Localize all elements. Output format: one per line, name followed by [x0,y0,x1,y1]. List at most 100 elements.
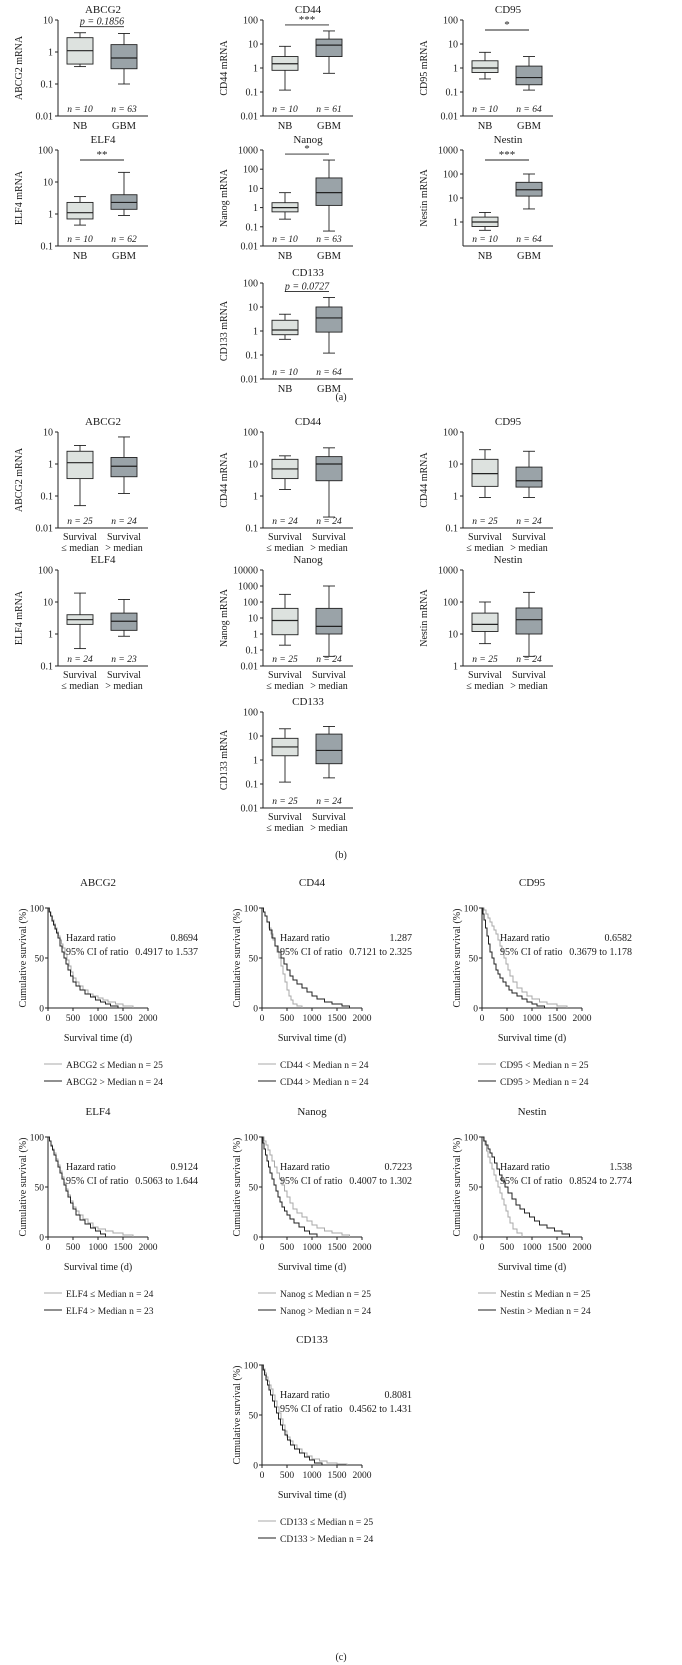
category-label: Survival [268,670,302,681]
legend-entry: ABCG2 > Median n = 24 [66,1078,163,1088]
x-tick-label: 0 [46,1014,51,1024]
survival-curve-low [48,1136,134,1237]
x-tick-label: 0 [260,1471,265,1481]
x-tick-label: 0 [260,1243,265,1253]
category-label: NB [478,251,493,262]
y-tick-label: 0.01 [36,524,54,535]
y-tick-label: 100 [38,566,53,577]
y-tick-label: 50 [35,955,45,965]
n-label: n = 25 [472,517,498,527]
box-iqr [515,466,543,488]
ci-label: 95% CI of ratio [500,947,563,958]
y-tick-label: 0 [473,1005,478,1015]
survival-curve-low [262,1136,350,1237]
y-axis-label: CD44 mRNA [219,40,230,96]
chart-title: CD44 [295,4,322,16]
box-iqr [315,607,343,635]
y-tick-label: 100 [30,1134,45,1144]
survival-curve-high [262,907,350,1008]
y-tick-label: 0.1 [41,242,54,253]
y-tick-label: 50 [249,1184,259,1194]
hazard-ratio-label: Hazard ratio [280,933,330,944]
y-tick-label: 0.1 [41,80,54,91]
y-tick-label: 1 [253,203,258,214]
y-axis-label: Cumulative survival (%) [18,909,29,1008]
category-label: > median [310,543,348,554]
category-label: Survival [268,532,302,543]
chart-title: ELF4 [90,134,116,146]
hazard-ratio-label: Hazard ratio [280,1390,330,1401]
y-tick-label: 10 [448,194,458,205]
ci-value: 0.8524 to 2.774 [569,1176,632,1187]
significance-label: *** [299,14,316,26]
category-label: > median [510,681,548,692]
y-axis-label: ABCG2 mRNA [14,447,25,512]
y-tick-label: 10 [248,614,258,625]
x-axis-label: Survival time (d) [498,1033,566,1044]
y-tick-label: 0.01 [241,662,259,673]
legend-entry: ELF4 ≤ Median n = 24 [66,1290,154,1300]
n-label: n = 24 [516,517,542,527]
category-label: GBM [112,121,137,132]
y-tick-label: 100 [38,146,53,157]
ci-value: 0.5063 to 1.644 [135,1176,198,1187]
significance-label: * [504,19,510,31]
x-tick-label: 1000 [523,1243,542,1253]
y-tick-label: 10 [448,630,458,641]
y-tick-label: 10 [43,598,53,609]
significance-label: * [304,143,310,155]
y-tick-label: 100 [243,165,258,176]
y-tick-label: 1 [48,48,53,59]
y-axis-label: Cumulative survival (%) [452,1138,463,1237]
legend-entry: CD95 > Median n = 24 [500,1078,589,1088]
y-tick-label: 10000 [233,566,258,577]
ci-value: 0.4917 to 1.537 [135,947,198,958]
y-axis-label: ELF4 mRNA [14,170,25,225]
legend-entry: CD44 < Median n = 24 [280,1061,369,1071]
n-label: n = 10 [272,235,298,245]
x-tick-label: 1000 [303,1014,322,1024]
category-label: Survival [468,670,502,681]
x-tick-label: 2000 [139,1014,158,1024]
x-tick-label: 500 [500,1243,515,1253]
n-label: n = 24 [67,655,93,665]
y-tick-label: 0 [473,1234,478,1244]
y-tick-label: 10 [448,40,458,51]
survival-curve-high [482,1136,570,1237]
y-tick-label: 0.1 [446,88,459,99]
category-label: ≤ median [61,681,98,692]
x-tick-label: 1500 [328,1014,347,1024]
chart-title: CD44 [299,877,326,889]
y-tick-label: 10 [43,428,53,439]
y-axis-label: CD44 mRNA [419,452,430,508]
category-label: GBM [317,384,342,395]
box-iqr [315,38,343,57]
category-label: Survival [107,532,141,543]
n-label: n = 25 [472,655,498,665]
y-tick-label: 0.1 [246,524,259,535]
category-label: > median [310,681,348,692]
category-label: Survival [468,532,502,543]
category-label: Survival [312,532,346,543]
category-label: NB [278,251,293,262]
y-tick-label: 0.1 [246,222,259,233]
y-axis-label: Nestin mRNA [419,588,430,646]
x-axis-label: Survival time (d) [64,1033,132,1044]
x-tick-label: 1500 [548,1243,567,1253]
y-tick-label: 0.1 [41,662,54,673]
y-tick-label: 10 [248,184,258,195]
box-iqr [471,458,499,487]
y-tick-label: 0.1 [246,88,259,99]
y-tick-label: 0.01 [36,112,54,123]
y-axis-label: Nanog mRNA [219,168,230,227]
n-label: n = 10 [272,105,298,115]
y-tick-label: 100 [243,279,258,290]
n-label: n = 61 [316,105,341,115]
survival-curve-high [48,907,119,1008]
y-tick-label: 50 [249,955,259,965]
chart-title: ABCG2 [85,4,121,16]
y-axis-label: CD133 mRNA [219,729,230,790]
